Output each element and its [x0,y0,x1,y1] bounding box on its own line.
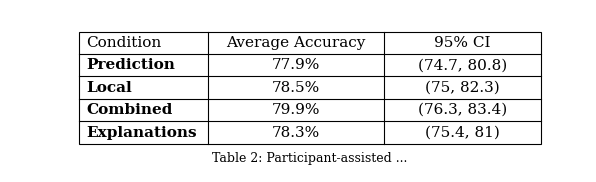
Text: Explanations: Explanations [86,126,197,140]
Text: (76.3, 83.4): (76.3, 83.4) [418,103,507,117]
Text: (75, 82.3): (75, 82.3) [425,81,500,95]
Text: 77.9%: 77.9% [272,58,321,72]
Text: Combined: Combined [86,103,172,117]
Text: 78.5%: 78.5% [272,81,320,95]
Text: Average Accuracy: Average Accuracy [226,36,366,50]
Text: Local: Local [86,81,132,95]
Text: 95% CI: 95% CI [434,36,491,50]
Text: Table 2: Participant-assisted ...: Table 2: Participant-assisted ... [212,152,408,165]
Text: Condition: Condition [86,36,162,50]
Text: (75.4, 81): (75.4, 81) [425,126,500,140]
Bar [79,32,541,144]
Text: 78.3%: 78.3% [272,126,320,140]
Text: 79.9%: 79.9% [272,103,321,117]
Text: (74.7, 80.8): (74.7, 80.8) [418,58,507,72]
Text: Prediction: Prediction [86,58,175,72]
